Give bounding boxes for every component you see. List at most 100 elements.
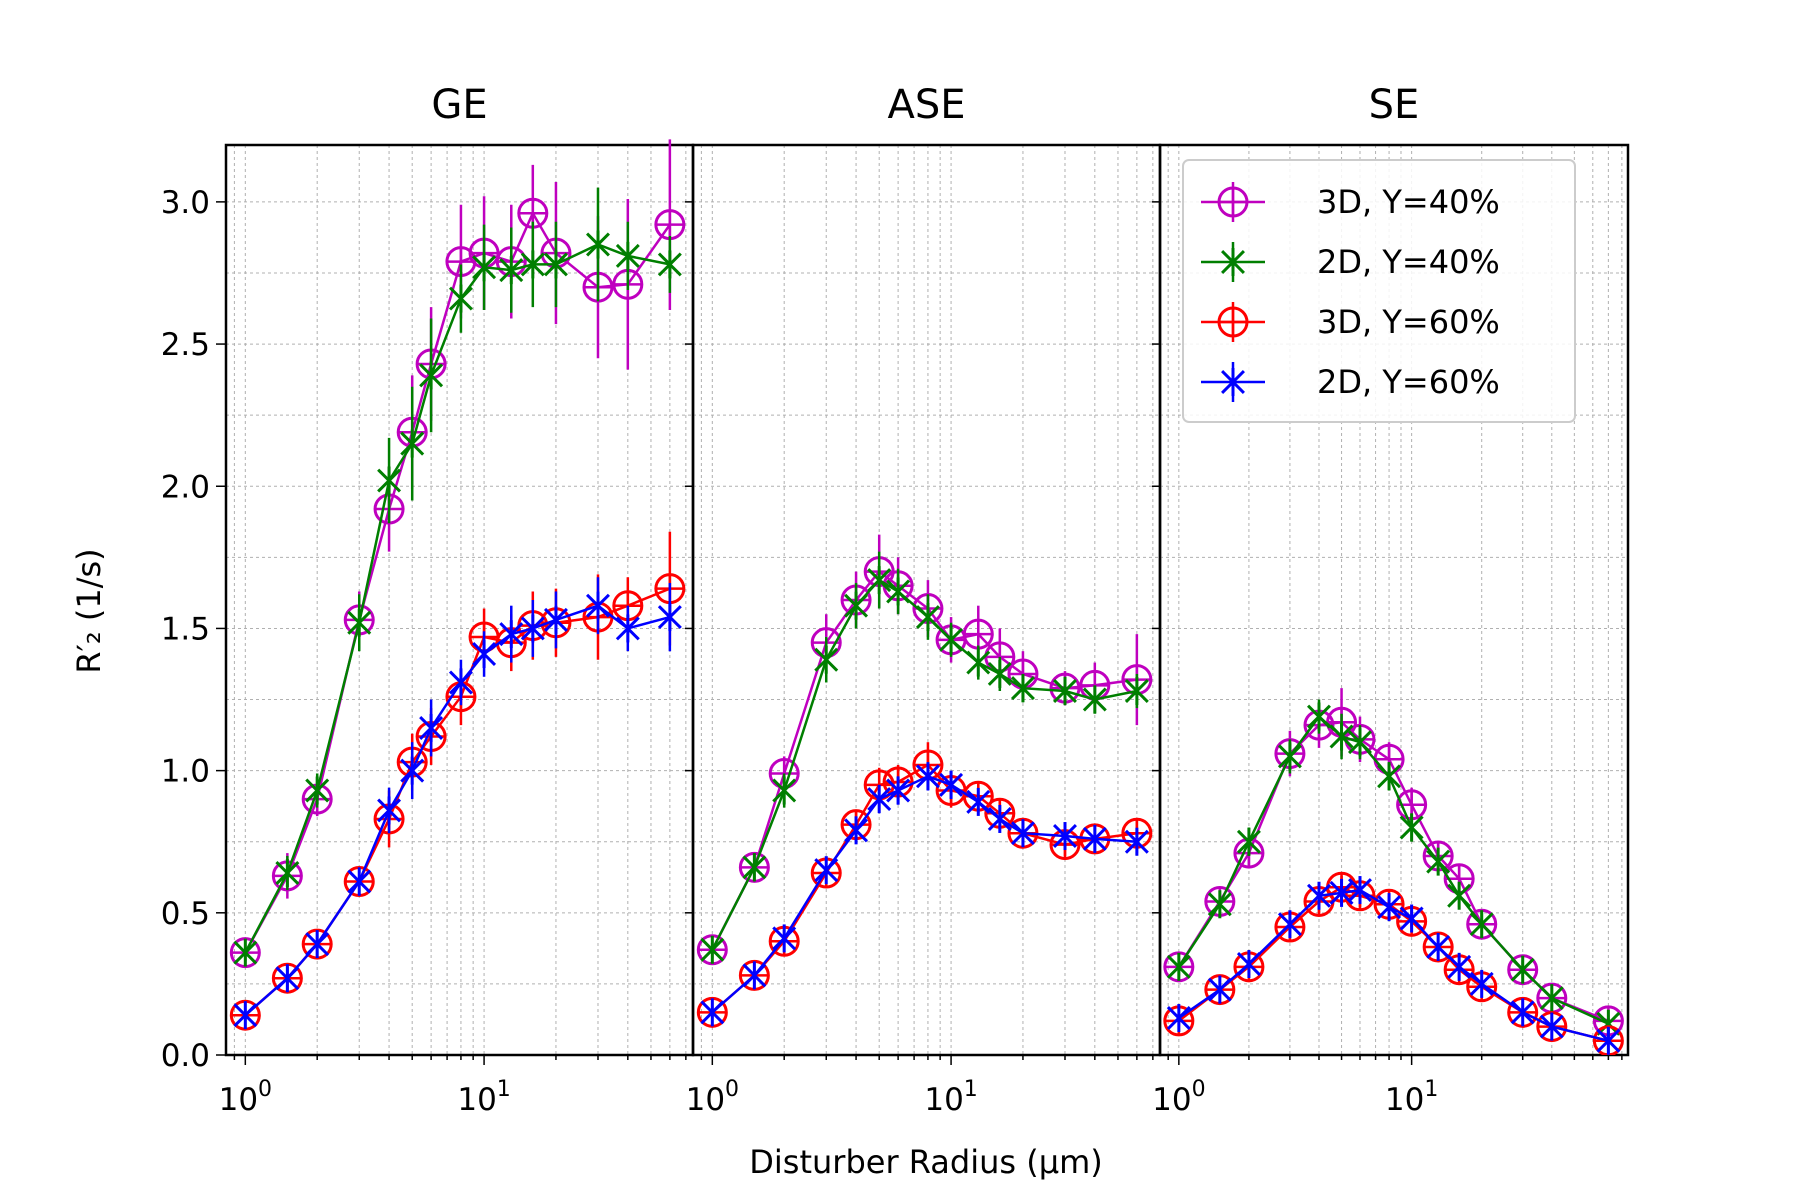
marker-star [543, 250, 568, 279]
marker-star [400, 429, 425, 458]
marker-star [472, 253, 497, 282]
y-tick-label: 2.5 [161, 327, 210, 363]
panel-frame [1158, 143, 1630, 1057]
series-line [1177, 720, 1609, 1023]
panel-frame [224, 143, 695, 1057]
y-tick-label: 3.0 [161, 185, 210, 221]
panel-title: SE [1369, 82, 1420, 128]
series-2d-y-40- [233, 187, 682, 967]
marker-star [1277, 742, 1302, 771]
marker-star [347, 867, 372, 896]
marker-star [772, 924, 797, 953]
marker-star [400, 756, 425, 785]
x-tick-label: 101 [457, 1077, 510, 1118]
marker-star [1053, 677, 1077, 705]
legend-label: 2D, Y=40% [1317, 243, 1500, 281]
series-2d-y-60- [1166, 876, 1621, 1055]
marker-star [1348, 876, 1372, 905]
marker-star [1539, 984, 1564, 1013]
grid [693, 145, 1160, 1056]
marker-star [1510, 998, 1535, 1027]
marker-star [1166, 1004, 1191, 1033]
marker-star [657, 250, 682, 279]
marker-star [1596, 1026, 1621, 1055]
marker-star [1377, 762, 1402, 791]
marker-star [939, 770, 964, 799]
x-ticks: 100 101 [686, 1055, 1154, 1118]
marker-star [1329, 722, 1354, 751]
x-tick-label: 100 [219, 1077, 272, 1118]
marker-star [377, 796, 402, 825]
panel-frame [691, 143, 1162, 1057]
marker-star [499, 256, 524, 285]
marker-star [1082, 685, 1107, 714]
marker-star [275, 964, 300, 993]
marker-star [915, 762, 940, 791]
series-3d-y-60- [229, 531, 686, 1031]
marker-star [1469, 910, 1494, 939]
marker-star [844, 591, 869, 620]
marker-star [1426, 847, 1451, 876]
marker-star [915, 603, 940, 632]
marker-star [814, 856, 839, 885]
marker-star [886, 776, 911, 805]
marker-star [448, 668, 473, 697]
marker-star [1426, 932, 1451, 961]
marker-star [305, 776, 330, 805]
marker-star [987, 804, 1012, 833]
marker-star [867, 566, 892, 595]
x-axis-label: Disturber Radius (μm) [749, 1143, 1102, 1181]
marker-star [1166, 952, 1191, 981]
marker-star [700, 935, 725, 964]
marker-star [499, 620, 524, 649]
marker-star [867, 785, 892, 814]
legend-entry: 3D, Y=40% [1201, 182, 1500, 222]
marker-star [615, 614, 640, 643]
marker-star [419, 361, 444, 390]
marker-star [586, 591, 610, 620]
marker-star [1207, 975, 1232, 1004]
marker-star [1277, 910, 1302, 939]
legend-label: 2D, Y=60% [1317, 363, 1500, 401]
grid [226, 145, 693, 1056]
legend-box [1182, 159, 1576, 423]
marker-star [448, 284, 473, 313]
marker-star [1124, 677, 1149, 705]
marker-star [233, 1001, 258, 1030]
marker-star [520, 250, 545, 279]
y-tick-label: 2.0 [161, 469, 210, 505]
x-tick-label: 100 [686, 1077, 739, 1118]
y-tick-label: 1.5 [161, 611, 210, 647]
marker-star [844, 816, 869, 845]
marker-star [1447, 881, 1472, 910]
marker-star [987, 659, 1012, 688]
series-2d-y-60- [233, 577, 682, 1030]
series-2d-y-60- [700, 762, 1149, 1027]
marker-star [1539, 1012, 1564, 1041]
panel-title: GE [431, 82, 487, 128]
marker-star [966, 787, 991, 816]
marker-star [1469, 969, 1494, 998]
y-axis: 0.0 0.5 1.0 1.5 2.0 2.5 3.0 [161, 185, 1160, 1074]
marker-star [1236, 950, 1261, 978]
marker-star [1307, 702, 1331, 731]
marker-star [1221, 248, 1245, 276]
marker-star [1082, 824, 1107, 853]
marker-circle-plus [962, 618, 994, 650]
marker-circle-plus [1217, 186, 1249, 218]
x-tick-label: 100 [1152, 1077, 1205, 1118]
series-3d-y-60- [696, 742, 1153, 1028]
legend-label: 3D, Y=60% [1317, 303, 1500, 341]
marker-star [966, 648, 991, 677]
marker-star [586, 230, 610, 259]
y-tick-label: 0.0 [161, 1038, 210, 1074]
series-2d-y-40- [700, 551, 1149, 964]
marker-star [520, 614, 545, 643]
marker-star [1510, 955, 1535, 984]
marker-star [939, 625, 964, 654]
marker-star [615, 241, 640, 270]
marker-circle-plus [654, 209, 686, 241]
marker-star [1124, 827, 1149, 856]
y-axis-label: R′₂ (1/s) [70, 548, 108, 673]
